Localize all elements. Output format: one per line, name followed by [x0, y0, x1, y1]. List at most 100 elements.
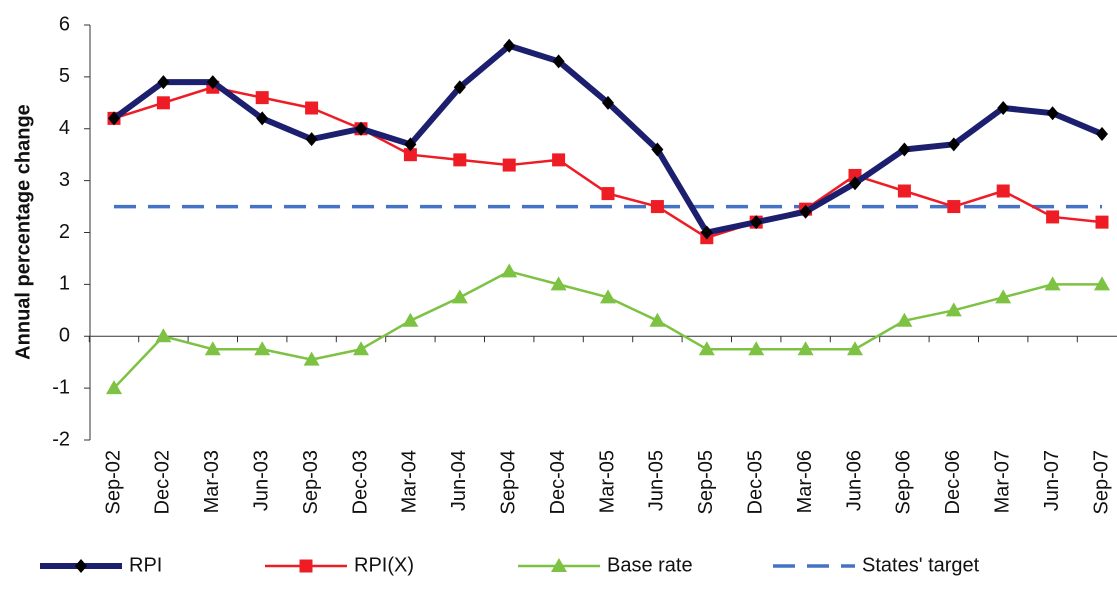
- x-tick-label: Sep-03: [300, 450, 322, 515]
- marker: [501, 263, 518, 278]
- y-tick-label: 2: [59, 221, 70, 243]
- marker: [651, 142, 664, 157]
- x-tick-label: Jun-06: [843, 450, 865, 511]
- marker: [797, 341, 814, 356]
- legend-label: States' target: [862, 554, 980, 576]
- marker: [402, 312, 419, 327]
- x-tick-label: Mar-05: [596, 450, 618, 513]
- marker: [503, 38, 516, 53]
- marker: [750, 215, 763, 230]
- marker: [649, 312, 666, 327]
- x-tick-label: Sep-05: [695, 450, 717, 515]
- series: [108, 38, 1108, 240]
- series: [106, 263, 1110, 395]
- marker: [403, 148, 417, 162]
- y-tick-label: -1: [52, 376, 70, 398]
- marker: [947, 137, 960, 152]
- marker: [1046, 210, 1060, 224]
- marker: [453, 153, 467, 167]
- y-axis-label: Annual percentage change: [12, 104, 34, 360]
- legend-label: RPI: [129, 554, 162, 576]
- x-tick-label: Jun-03: [250, 450, 272, 511]
- series-line: [113, 86, 1103, 239]
- x-tick-label: Dec-04: [547, 450, 569, 514]
- marker: [256, 111, 269, 126]
- x-tick-label: Dec-03: [349, 450, 371, 514]
- x-tick-label: Mar-04: [399, 450, 421, 513]
- marker: [897, 184, 911, 198]
- marker: [157, 75, 170, 90]
- marker: [552, 54, 565, 69]
- marker: [1094, 276, 1110, 291]
- marker: [997, 101, 1010, 115]
- y-tick-label: 5: [59, 65, 70, 87]
- marker: [698, 341, 715, 356]
- marker: [254, 341, 271, 356]
- marker: [898, 142, 911, 157]
- marker: [404, 137, 417, 152]
- marker: [896, 312, 913, 327]
- marker: [108, 111, 120, 126]
- marker: [355, 121, 367, 136]
- marker: [299, 559, 313, 573]
- x-tick-label: Sep-04: [497, 450, 519, 515]
- marker: [303, 351, 320, 366]
- marker: [75, 559, 87, 573]
- marker: [650, 200, 664, 214]
- y-tick-label: 1: [59, 273, 70, 295]
- marker: [945, 302, 962, 317]
- marker: [849, 176, 861, 191]
- x-tick-label: Mar-03: [201, 450, 223, 513]
- marker: [1044, 276, 1061, 291]
- y-tick-label: 3: [59, 169, 70, 191]
- x-tick-label: Sep-02: [102, 450, 124, 515]
- marker: [206, 75, 219, 90]
- marker: [748, 341, 765, 356]
- marker: [155, 328, 172, 343]
- marker: [451, 289, 468, 304]
- marker: [1046, 106, 1059, 121]
- marker: [453, 80, 466, 95]
- marker: [106, 380, 122, 395]
- x-tick-label: Dec-05: [744, 450, 766, 514]
- x-tick-label: Sep-06: [893, 450, 915, 515]
- x-tick-label: Dec-02: [152, 450, 174, 514]
- marker: [1096, 126, 1108, 141]
- marker: [600, 289, 616, 304]
- marker: [305, 101, 319, 115]
- x-tick-label: Jun-05: [646, 450, 668, 511]
- legend-label: Base rate: [607, 554, 693, 576]
- marker: [156, 96, 170, 110]
- marker: [305, 132, 318, 147]
- marker: [255, 91, 269, 105]
- marker: [995, 289, 1012, 304]
- marker: [996, 184, 1010, 198]
- x-tick-label: Mar-07: [991, 450, 1013, 513]
- x-tick-label: Jun-07: [1041, 450, 1063, 511]
- marker: [947, 200, 961, 214]
- x-tick-label: Dec-06: [942, 450, 964, 514]
- legend-label: RPI(X): [354, 554, 414, 576]
- marker: [550, 276, 567, 291]
- marker: [502, 158, 516, 172]
- series: [107, 80, 1109, 245]
- marker: [552, 153, 566, 167]
- x-tick-label: Sep-07: [1090, 450, 1112, 515]
- marker: [847, 341, 863, 356]
- marker: [1095, 215, 1109, 229]
- y-tick-label: 4: [59, 117, 70, 139]
- x-tick-label: Jun-04: [448, 450, 470, 511]
- marker: [551, 558, 567, 572]
- marker: [799, 204, 812, 219]
- y-tick-label: 6: [59, 13, 70, 35]
- marker: [601, 187, 615, 201]
- marker: [700, 225, 713, 240]
- series-line: [113, 270, 1102, 389]
- marker: [204, 341, 221, 356]
- x-tick-label: Mar-06: [794, 450, 816, 513]
- y-tick-label: -2: [52, 428, 70, 450]
- marker: [602, 95, 614, 110]
- y-tick-label: 0: [59, 325, 70, 347]
- marker: [353, 341, 369, 356]
